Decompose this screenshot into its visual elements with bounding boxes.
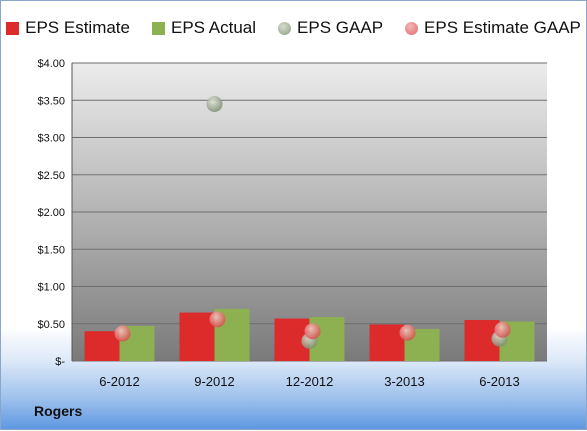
legend-item-eps-actual: EPS Actual: [151, 18, 257, 38]
legend-swatch-eps-gaap: [278, 21, 292, 35]
bar-eps-estimate: [369, 324, 405, 361]
y-tick-label: $-: [55, 356, 65, 368]
legend-label-eps-actual: EPS Actual: [170, 18, 257, 37]
marker-eps-estimate-gaap: [114, 325, 131, 342]
y-axis: $- $0.50 $1.00 $1.50 $2.00 $2.50 $3.00 $3.50 $4.…: [37, 58, 73, 368]
y-tick-label: $2.50: [37, 170, 65, 182]
x-tick-label: 3-2013: [384, 374, 424, 389]
marker-eps-estimate-gaap: [209, 311, 226, 328]
marker-eps-estimate-gaap: [399, 324, 416, 341]
y-tick-label: $3.50: [37, 95, 65, 107]
x-tick-label: 6-2013: [479, 374, 519, 389]
chart-legend: EPS Estimate EPS Actual EPS GAAP EPS Est…: [1, 18, 586, 38]
legend-swatch-eps-actual: [151, 21, 165, 35]
company-name: Rogers: [34, 403, 83, 419]
legend-label-eps-estimate: EPS Estimate: [25, 18, 130, 37]
legend-label-eps-gaap: EPS GAAP: [297, 18, 384, 37]
marker-eps-gaap: [206, 95, 223, 112]
x-axis: 6-2012 9-2012 12-2012 3-2013 6-2013: [99, 374, 519, 389]
y-tick-label: $4.00: [37, 58, 65, 70]
x-tick-label: 9-2012: [194, 374, 234, 389]
legend-swatch-eps-estimate-gaap: [405, 21, 419, 35]
y-tick-label: $2.00: [37, 207, 65, 219]
y-tick-label: $1.50: [37, 244, 65, 256]
legend-label-eps-estimate-gaap: EPS Estimate GAAP: [424, 18, 581, 37]
x-tick-label: 6-2012: [99, 374, 139, 389]
y-tick-label: $1.00: [37, 282, 65, 294]
y-tick-label: $0.50: [37, 319, 65, 331]
legend-item-eps-estimate-gaap: EPS Estimate GAAP: [405, 18, 581, 38]
bar-eps-estimate: [179, 312, 215, 361]
marker-eps-estimate-gaap: [304, 323, 321, 340]
y-tick-label: $3.00: [37, 133, 65, 145]
marker-marks: [114, 95, 511, 349]
marker-eps-estimate-gaap: [494, 321, 511, 338]
legend-item-eps-estimate: EPS Estimate: [6, 18, 130, 38]
legend-item-eps-gaap: EPS GAAP: [278, 18, 383, 38]
legend-swatch-eps-estimate: [6, 21, 20, 35]
bar-eps-estimate: [84, 331, 120, 361]
x-tick-label: 12-2012: [286, 374, 334, 389]
